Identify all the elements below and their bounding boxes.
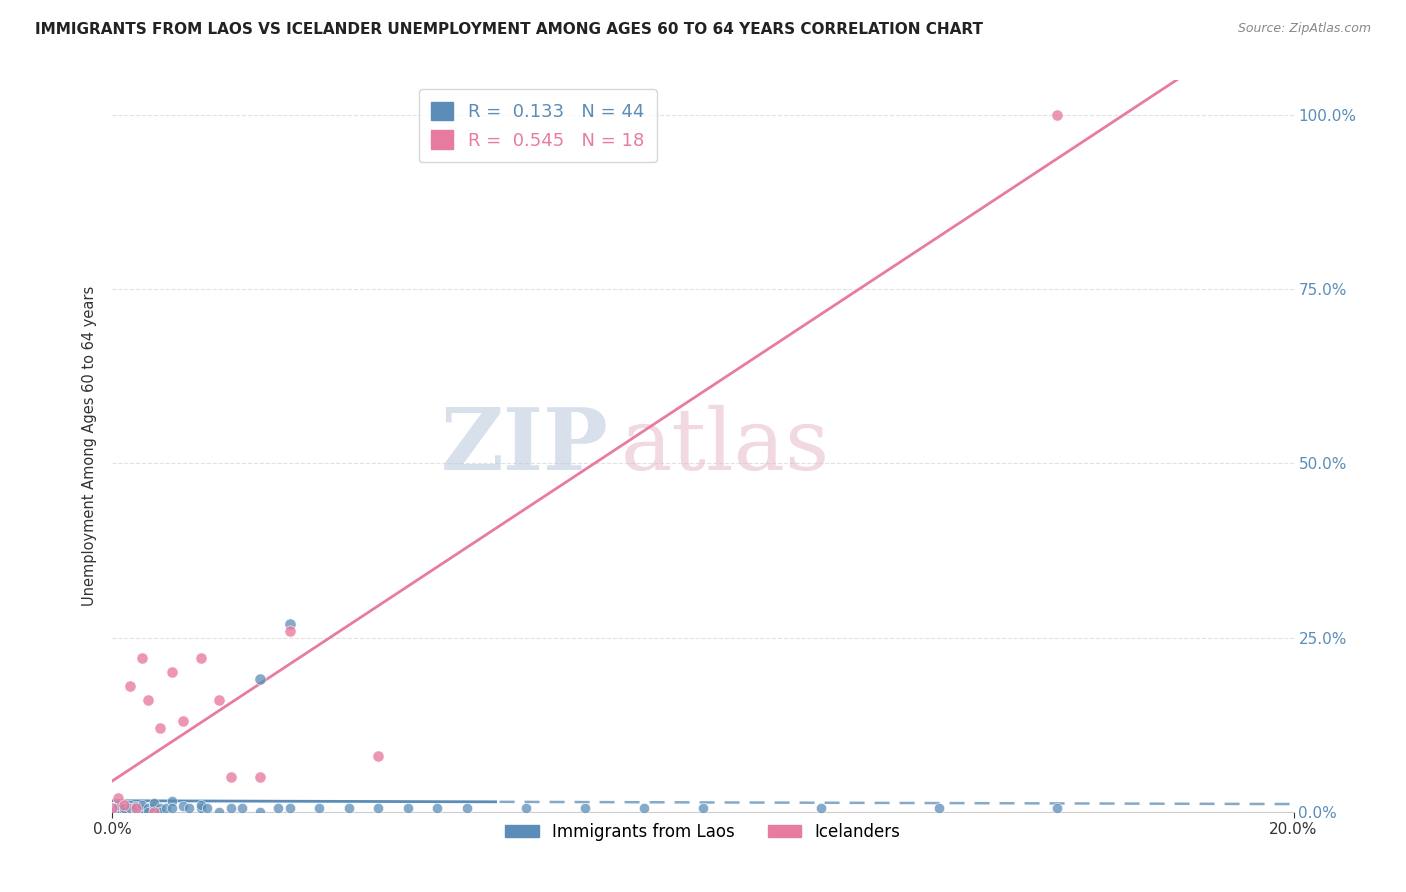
Point bbox=[120, 797, 142, 812]
Point bbox=[219, 801, 242, 815]
Point bbox=[131, 651, 153, 665]
Point bbox=[249, 673, 271, 687]
Point bbox=[928, 801, 950, 815]
Point bbox=[112, 801, 135, 815]
Point bbox=[131, 801, 153, 815]
Point bbox=[101, 801, 124, 815]
Point bbox=[155, 801, 177, 815]
Point bbox=[190, 801, 212, 815]
Point bbox=[367, 801, 389, 815]
Point bbox=[396, 801, 419, 815]
Point bbox=[136, 693, 159, 707]
Point bbox=[249, 805, 271, 819]
Text: atlas: atlas bbox=[620, 404, 830, 488]
Point bbox=[149, 801, 172, 815]
Point bbox=[1046, 801, 1069, 815]
Point bbox=[142, 797, 165, 811]
Point bbox=[120, 801, 142, 815]
Point bbox=[160, 801, 183, 815]
Point bbox=[125, 805, 148, 819]
Point bbox=[149, 721, 172, 735]
Point bbox=[160, 665, 183, 680]
Point bbox=[337, 801, 360, 815]
Point bbox=[308, 801, 330, 815]
Point bbox=[179, 801, 201, 815]
Point bbox=[208, 805, 231, 819]
Point bbox=[107, 797, 129, 812]
Point bbox=[142, 805, 165, 819]
Point bbox=[149, 805, 172, 819]
Point bbox=[208, 693, 231, 707]
Point bbox=[107, 790, 129, 805]
Point bbox=[692, 801, 714, 815]
Point bbox=[278, 801, 301, 815]
Point bbox=[131, 797, 153, 812]
Point bbox=[125, 801, 148, 815]
Point bbox=[120, 679, 142, 693]
Point bbox=[125, 799, 148, 814]
Point bbox=[267, 801, 290, 815]
Point bbox=[172, 714, 194, 728]
Point bbox=[172, 799, 194, 814]
Point bbox=[107, 801, 129, 815]
Y-axis label: Unemployment Among Ages 60 to 64 years: Unemployment Among Ages 60 to 64 years bbox=[82, 285, 97, 607]
Legend: Immigrants from Laos, Icelanders: Immigrants from Laos, Icelanders bbox=[499, 816, 907, 847]
Point bbox=[426, 801, 449, 815]
Point bbox=[574, 801, 596, 815]
Text: IMMIGRANTS FROM LAOS VS ICELANDER UNEMPLOYMENT AMONG AGES 60 TO 64 YEARS CORRELA: IMMIGRANTS FROM LAOS VS ICELANDER UNEMPL… bbox=[35, 22, 983, 37]
Point bbox=[160, 794, 183, 808]
Point bbox=[136, 801, 159, 815]
Point bbox=[456, 801, 478, 815]
Point bbox=[231, 801, 253, 815]
Point bbox=[810, 801, 832, 815]
Point bbox=[190, 797, 212, 812]
Text: ZIP: ZIP bbox=[440, 404, 609, 488]
Point bbox=[633, 801, 655, 815]
Point bbox=[278, 616, 301, 631]
Point bbox=[112, 805, 135, 819]
Text: Source: ZipAtlas.com: Source: ZipAtlas.com bbox=[1237, 22, 1371, 36]
Point bbox=[515, 801, 537, 815]
Point bbox=[249, 770, 271, 784]
Point bbox=[278, 624, 301, 638]
Point bbox=[136, 805, 159, 819]
Point bbox=[195, 801, 218, 815]
Point bbox=[142, 799, 165, 814]
Point bbox=[190, 651, 212, 665]
Point bbox=[1046, 108, 1069, 122]
Point bbox=[219, 770, 242, 784]
Point bbox=[367, 749, 389, 764]
Point bbox=[112, 797, 135, 812]
Point bbox=[101, 805, 124, 819]
